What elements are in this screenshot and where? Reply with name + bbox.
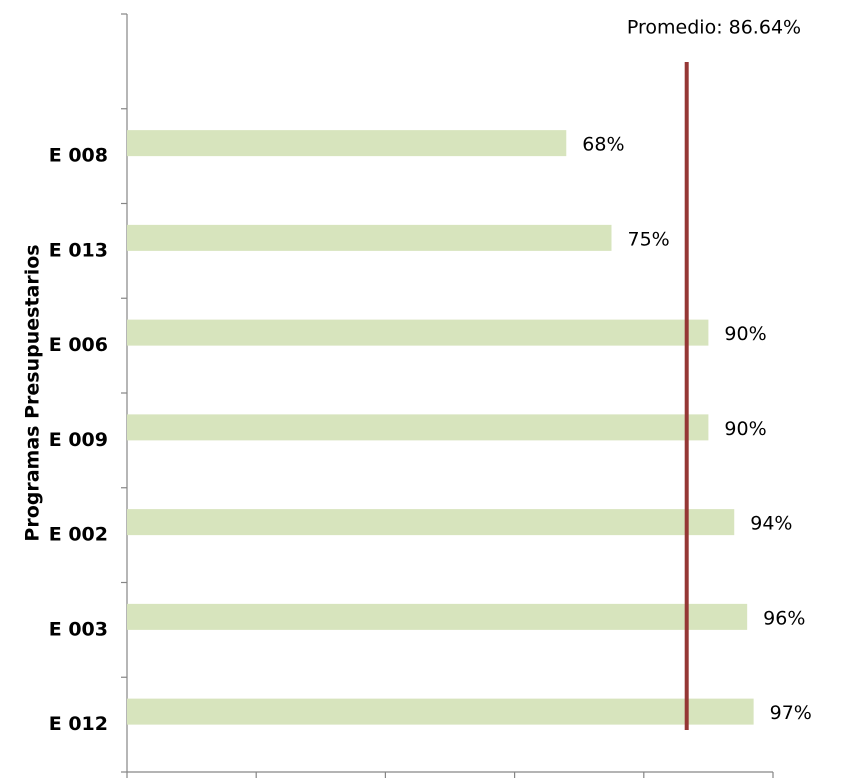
data-label: 90% (724, 418, 766, 440)
bar (127, 414, 709, 441)
data-label: 94% (750, 513, 792, 535)
bar (127, 224, 612, 251)
y-tick-label: E 013 (49, 239, 108, 261)
data-label: 97% (770, 702, 812, 724)
bar (127, 319, 709, 346)
bar (127, 509, 735, 536)
y-tick-label: E 002 (49, 524, 108, 546)
data-label: 90% (724, 323, 766, 345)
y-tick-label: E 012 (49, 713, 108, 735)
bar (127, 603, 748, 630)
y-tick-label: E 008 (49, 145, 108, 167)
average-label: Promedio: 86.64% (627, 17, 801, 39)
y-tick-label: E 003 (49, 618, 108, 640)
data-label: 96% (763, 607, 805, 629)
y-tick-label: E 009 (49, 429, 108, 451)
data-label: 75% (628, 228, 670, 250)
bar (127, 698, 754, 725)
data-label: 68% (582, 134, 624, 156)
y-tick-label: E 006 (49, 334, 108, 356)
bar (127, 130, 567, 157)
y-axis-title: Programas Presupuestarios (22, 244, 44, 541)
